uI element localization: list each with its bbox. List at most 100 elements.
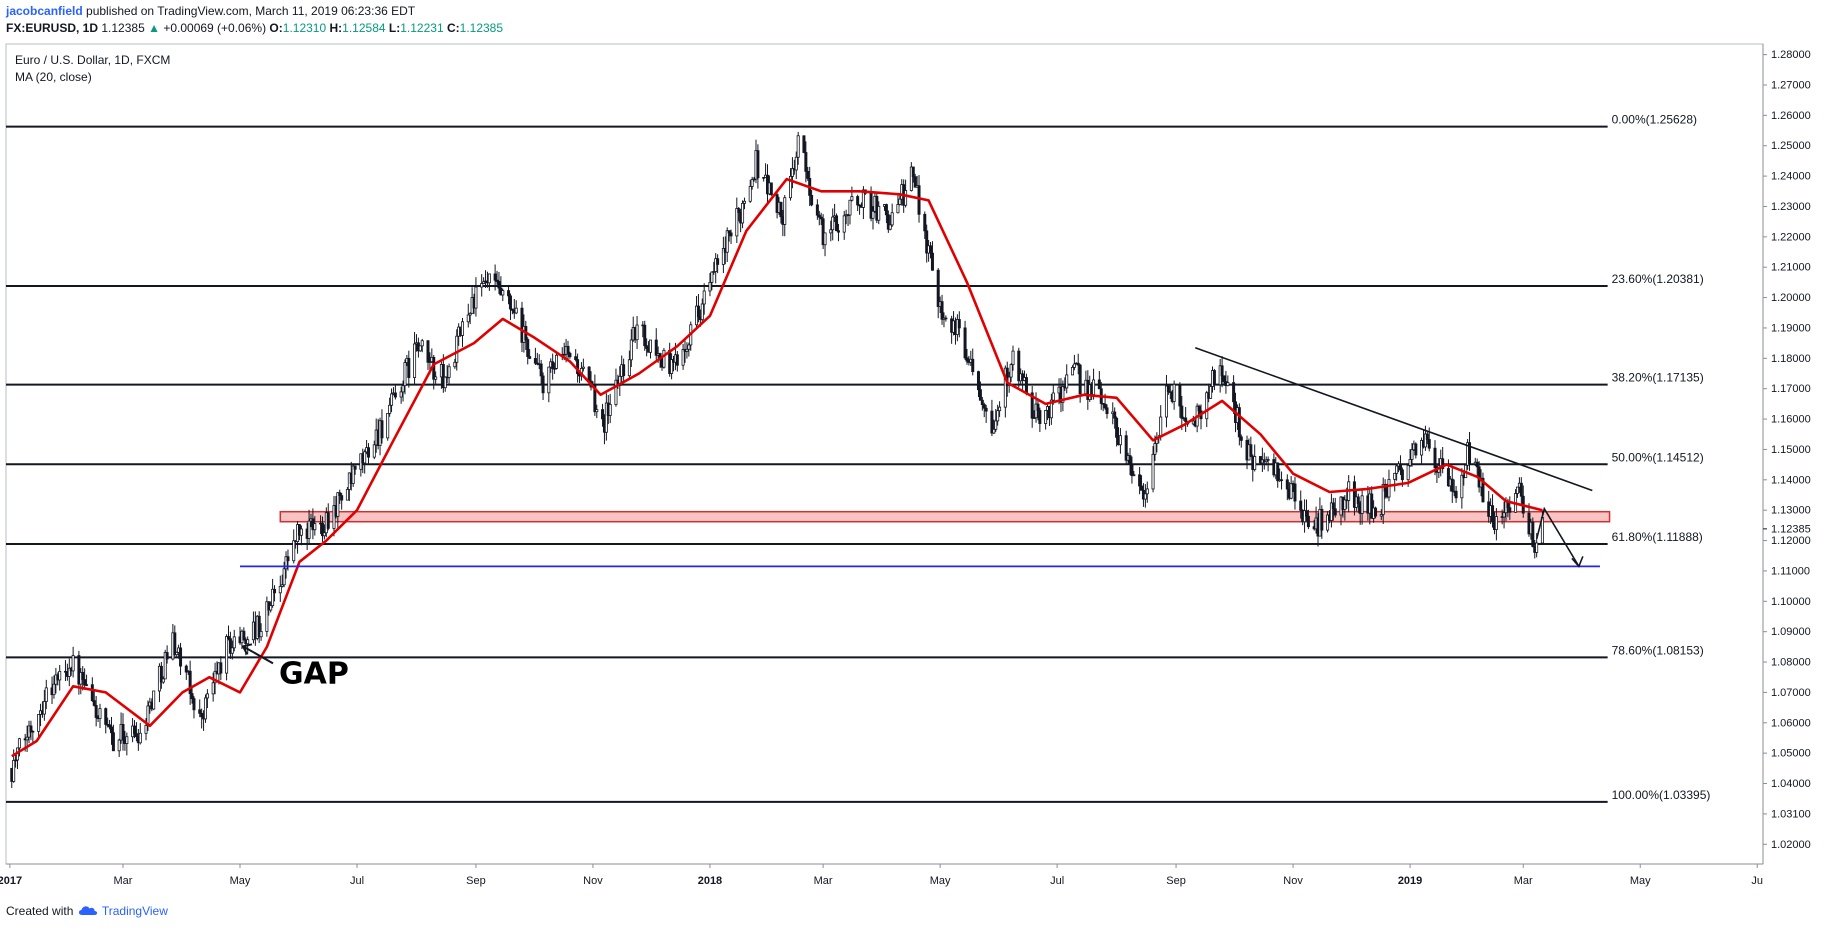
candle-body (386, 412, 390, 439)
candle-body (1423, 433, 1427, 448)
candle-body (702, 290, 706, 305)
y-tick-label: 1.23000 (1771, 201, 1811, 213)
tradingview-cloud-icon (78, 906, 97, 915)
candle-body (595, 409, 599, 413)
candle-body (380, 420, 384, 439)
candle-body (152, 690, 156, 710)
candle-body (98, 708, 102, 719)
x-tick-label: Mar (1514, 875, 1533, 887)
publish-info: jacobcanfield published on TradingView.c… (6, 4, 415, 18)
candle-body (685, 348, 689, 352)
candle-body (83, 679, 87, 686)
y-tick-label: 1.07000 (1771, 687, 1811, 699)
candle-body (1406, 465, 1410, 481)
last-price-label: 1.12385 (1771, 523, 1811, 535)
candle-body (257, 615, 261, 638)
candle-body (17, 738, 21, 749)
x-tick-label: 2019 (1398, 875, 1422, 887)
candle-body (58, 670, 62, 681)
candle-body (741, 202, 745, 224)
candle-body (871, 210, 875, 219)
candle-body (284, 556, 288, 570)
candle-body (90, 684, 94, 701)
candle-body (721, 248, 725, 265)
candle-body (994, 420, 998, 430)
candle-body (443, 376, 447, 389)
fib-level-label: 23.60%(1.20381) (1612, 272, 1704, 286)
author-link[interactable]: jacobcanfield (6, 4, 83, 18)
created-with-text: Created with (6, 904, 74, 918)
candle-body (1408, 459, 1412, 466)
candle-body (1491, 505, 1495, 523)
candle-body (1253, 456, 1257, 470)
open-label: O: (269, 21, 283, 35)
candle-body (917, 185, 921, 215)
candle-body (1153, 443, 1157, 455)
candle-body (1356, 496, 1360, 504)
candle-body (819, 216, 823, 220)
x-tick-label: Ju (1751, 875, 1763, 887)
candle-body (1036, 403, 1040, 411)
candle-body (179, 647, 183, 667)
candle-body (806, 170, 810, 179)
candle-body (228, 638, 232, 654)
candle-body (265, 601, 269, 632)
candle-body (461, 321, 465, 336)
candle-body (1011, 350, 1015, 366)
candle-body (835, 215, 839, 232)
candle-body (413, 343, 417, 378)
candle-body (1299, 500, 1303, 511)
candle-body (173, 632, 177, 656)
candle-body (1222, 375, 1226, 383)
candle-body (307, 520, 311, 539)
x-tick-label: Nov (1283, 875, 1303, 887)
candle-body (978, 389, 982, 401)
candle-body (929, 245, 933, 254)
candle-body (608, 404, 612, 416)
candle-body (466, 314, 470, 323)
candle-body (1285, 479, 1289, 490)
candle-body (1065, 374, 1069, 389)
candle-body (259, 631, 263, 638)
low-value: 1.12231 (400, 21, 444, 35)
support-zone (279, 510, 1611, 523)
candle-body (1178, 384, 1182, 407)
published-text: published on TradingView.com, March 11, … (86, 4, 416, 18)
candle-body (714, 258, 718, 272)
moving-average-line (11, 177, 1543, 758)
candle-body (888, 224, 892, 230)
candle-body (1061, 386, 1065, 403)
y-tick-label: 1.02000 (1771, 839, 1811, 851)
candle-body (737, 208, 741, 213)
candle-body (568, 352, 572, 358)
candle-body (29, 725, 33, 733)
fib-levels: 0.00%(1.25628) 23.60%(1.20381) 38.20%(1.17… (6, 113, 1710, 803)
candle-body (729, 232, 733, 237)
candle-body (794, 156, 798, 171)
y-tick-label: 1.28000 (1771, 49, 1811, 61)
candle-body (1197, 405, 1201, 412)
candle-body (629, 339, 633, 361)
candle-body (687, 344, 691, 350)
tradingview-link[interactable]: TradingView (101, 904, 168, 918)
candle-body (1070, 367, 1074, 376)
candle-body (117, 739, 121, 752)
candle-body (401, 385, 405, 393)
chart-frame (5, 43, 1764, 865)
gap-arrow-head (241, 643, 253, 655)
candle-body (930, 252, 934, 271)
candle-body (779, 201, 783, 218)
candle-body (886, 214, 890, 230)
candle-body (648, 339, 652, 353)
candle-body (1374, 507, 1378, 517)
candle-body (1205, 392, 1209, 420)
candle-body (635, 324, 639, 341)
candle-body (1381, 484, 1385, 515)
candle-body (273, 588, 277, 594)
y-tick-label: 1.13000 (1771, 505, 1811, 517)
candle-body (230, 647, 234, 654)
candle-body (399, 391, 403, 398)
candle-body (990, 410, 994, 434)
candle-body (1468, 442, 1472, 465)
